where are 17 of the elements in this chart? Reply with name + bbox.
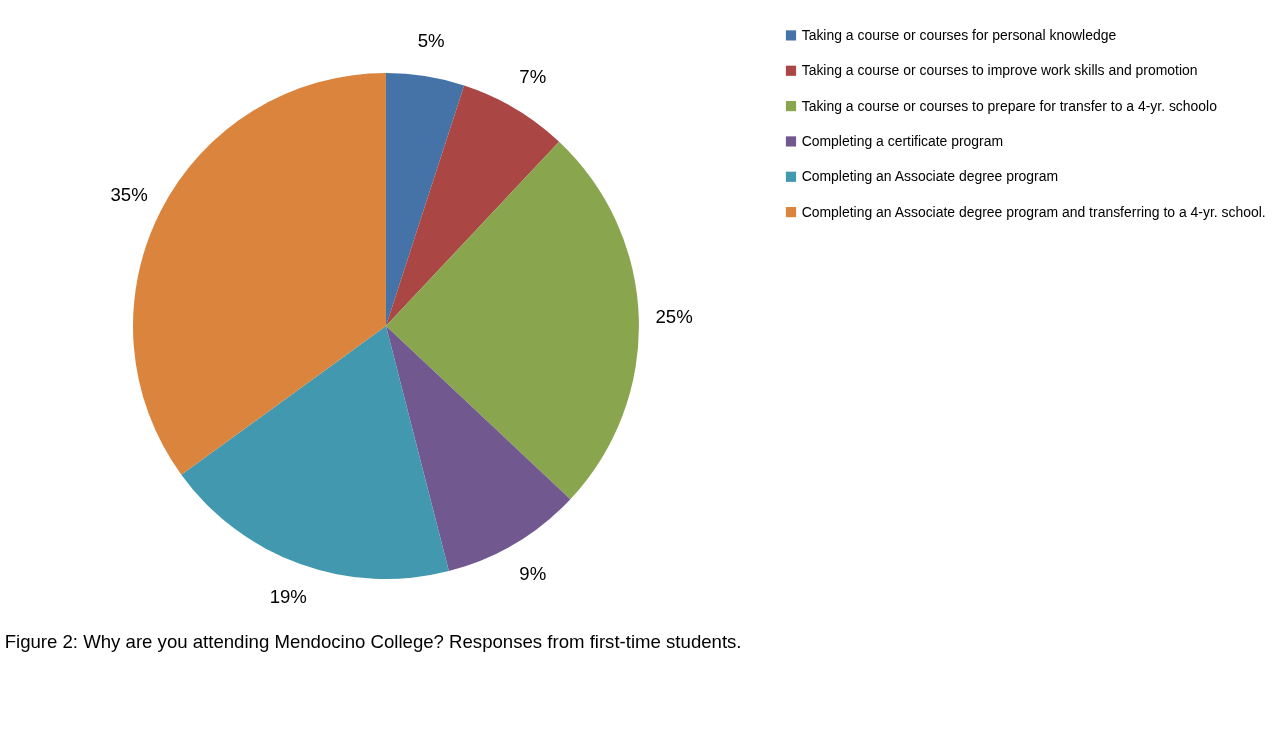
data-label: 9% xyxy=(519,562,547,584)
legend-label: Completing an Associate degree program and transferring to a 4-yr. school. xyxy=(801,203,1266,220)
legend-label: Completing an Associate degree program xyxy=(801,168,1059,185)
legend-label: Taking a course or courses to prepare for transfer to a 4-yr. schoolo xyxy=(801,97,1218,114)
legend-label: Taking a course or courses to improve work skills and promotion xyxy=(801,62,1198,79)
legend-label: Completing a certificate program xyxy=(801,133,1004,150)
data-label: 7% xyxy=(519,66,547,88)
pie-slice xyxy=(385,141,639,500)
pie-slice xyxy=(181,326,449,579)
legend-label: Taking a course or courses for personal knowledge xyxy=(801,27,1117,44)
caption: Figure 2: Why are you attending Mendocino College? Responses from first-time students. xyxy=(4,630,742,652)
data-label: 35% xyxy=(110,183,148,205)
pie-slice xyxy=(385,73,465,327)
pie-slice xyxy=(385,85,560,327)
data-label: 5% xyxy=(417,29,445,51)
data-label: 19% xyxy=(269,585,307,607)
data-label: 25% xyxy=(655,305,693,327)
